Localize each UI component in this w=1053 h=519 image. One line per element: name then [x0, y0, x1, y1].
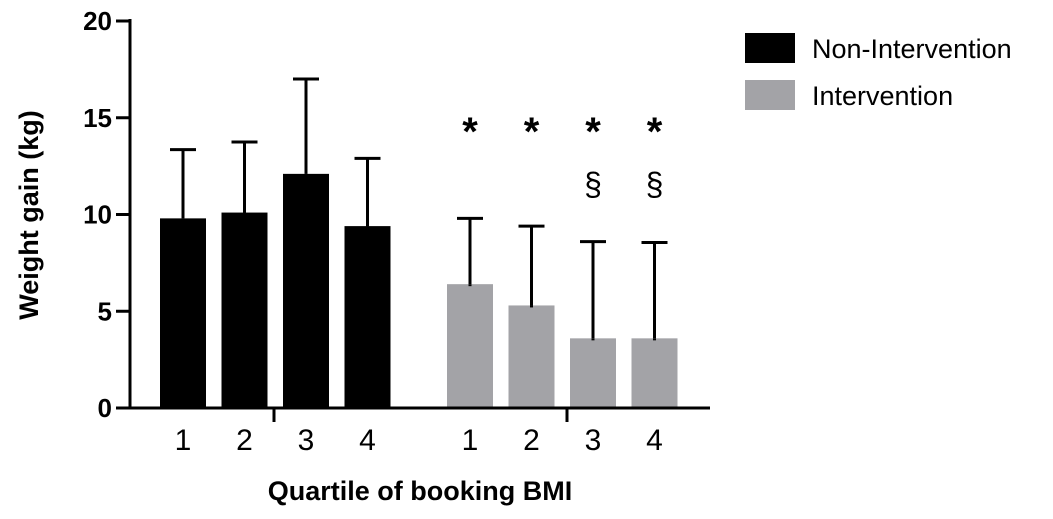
bar-intervention-3	[570, 338, 616, 408]
bar-non-intervention-3	[283, 173, 329, 408]
significance-section-mark: §	[584, 166, 602, 202]
significance-star: *	[585, 110, 601, 154]
x-tick-label: 1	[175, 424, 192, 457]
legend-label-intervention: Intervention	[812, 81, 953, 111]
legend-swatch-non-intervention	[745, 33, 795, 63]
y-tick-label: 5	[98, 296, 112, 326]
x-tick-label: 1	[462, 424, 479, 457]
x-tick-label: 3	[585, 424, 602, 457]
x-axis-label: Quartile of booking BMI	[268, 476, 573, 506]
axes-layer	[116, 19, 710, 422]
bar-non-intervention-1	[160, 218, 206, 408]
bars-layer	[160, 77, 678, 408]
x-tick-label: 4	[359, 424, 376, 457]
y-tick-label: 15	[83, 103, 112, 133]
labels-layer: 1 2 3 4 1 * 2 * 3 * § 4 * § 0 5 10 15 20	[83, 6, 663, 457]
significance-star: *	[524, 110, 540, 154]
legend-label-non-intervention: Non-Intervention	[812, 34, 1012, 64]
y-tick-label: 0	[98, 393, 112, 423]
bar-non-intervention-4	[344, 226, 391, 408]
significance-star: *	[647, 110, 663, 154]
significance-section-mark: §	[646, 166, 664, 202]
x-tick-label: 2	[236, 424, 253, 457]
legend: Non-Intervention Intervention	[745, 33, 1012, 111]
y-axis-label: Weight gain (kg)	[14, 110, 44, 320]
x-tick-label: 3	[298, 424, 315, 457]
legend-swatch-intervention	[745, 80, 795, 110]
x-tick-label: 4	[646, 424, 663, 457]
bar-non-intervention-2	[221, 212, 268, 408]
y-tick-label: 20	[83, 6, 112, 36]
bar-intervention-1	[447, 284, 493, 408]
significance-star: *	[462, 110, 478, 154]
x-tick-label: 2	[523, 424, 540, 457]
bar-intervention-4	[631, 338, 678, 408]
y-tick-label: 10	[83, 200, 112, 230]
bar-intervention-2	[508, 305, 555, 408]
